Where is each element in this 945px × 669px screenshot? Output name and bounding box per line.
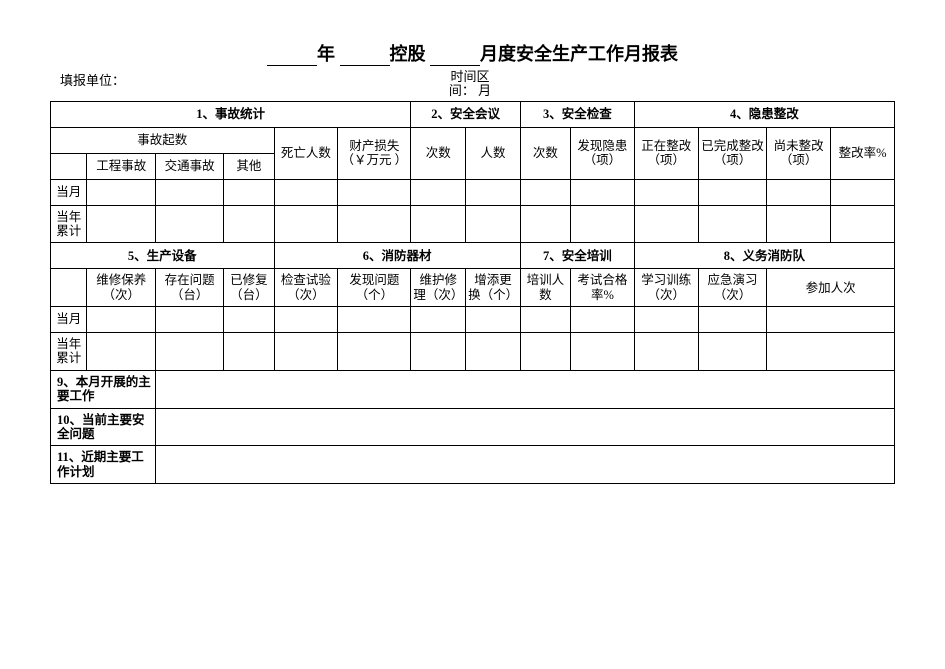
s6-repair: 维护修理（次） [411,269,466,307]
sec10-content[interactable] [155,408,894,446]
s4-done: 已完成整改（项） [698,127,766,179]
s8-attend: 参加人次 [767,269,895,307]
report-table: 1、事故统计 2、安全会议 3、安全检查 4、隐患整改 事故起数 死亡人数 财产… [50,101,895,485]
s3-times: 次数 [520,127,570,179]
sec1-header: 1、事故统计 [51,101,411,127]
table-row: 当年累计 [51,205,895,243]
sec9-content[interactable] [155,370,894,408]
s7-pass: 考试合格率% [571,269,635,307]
s1-engineering: 工程事故 [87,153,155,179]
s7-people: 培训人数 [520,269,570,307]
sec7-header: 7、安全培训 [520,243,634,269]
sec2-header: 2、安全会议 [411,101,520,127]
s5-problem: 存在问题（台） [155,269,223,307]
sec3-header: 3、安全检查 [520,101,634,127]
sec5-header: 5、生产设备 [51,243,275,269]
s2-times: 次数 [411,127,466,179]
s4-rate: 整改率% [831,127,895,179]
s6-replace: 增添更换（个） [466,269,521,307]
table-row: 当月 [51,307,895,333]
s5-fixed: 已修复（台） [224,269,274,307]
page-title: 年 控股 月度安全生产工作月报表 [50,40,895,66]
row-label-month2: 当月 [51,307,87,333]
filling-unit-label: 填报单位： [50,70,125,99]
s5-maintain: 维修保养（次） [87,269,155,307]
row-label-month: 当月 [51,179,87,205]
s2-people: 人数 [466,127,521,179]
row-label-ytd2: 当年累计 [51,333,87,371]
time-range-label: 时间区 间： 月 [449,70,491,99]
sec9-label: 9、本月开展的主要工作 [51,370,156,408]
s8-drill: 应急演习（次） [698,269,766,307]
sec8-header: 8、义务消防队 [634,243,894,269]
s3-hazards: 发现隐患（项） [571,127,635,179]
row-label-ytd: 当年累计 [51,205,87,243]
s6-inspect: 检查试验（次） [274,269,338,307]
s6-problem: 发现问题（个） [338,269,411,307]
s4-ongoing: 正在整改（项） [634,127,698,179]
blank-corner2 [51,269,87,307]
accidents-group: 事故起数 [51,127,275,153]
sec6-header: 6、消防器材 [274,243,520,269]
sec11-label: 11、近期主要工作计划 [51,446,156,484]
s1-other: 其他 [224,153,274,179]
blank-corner [51,153,87,179]
deaths-col: 死亡人数 [274,127,338,179]
sec4-header: 4、隐患整改 [634,101,894,127]
s8-training: 学习训练（次） [634,269,698,307]
table-row: 当年累计 [51,333,895,371]
sec10-label: 10、当前主要安全问题 [51,408,156,446]
loss-col: 财产损失（￥万元 ） [338,127,411,179]
s4-notyet: 尚未整改（项） [767,127,831,179]
sec11-content[interactable] [155,446,894,484]
table-row: 当月 [51,179,895,205]
s1-traffic: 交通事故 [155,153,223,179]
header-row: 填报单位： 时间区 间： 月 [50,70,895,99]
